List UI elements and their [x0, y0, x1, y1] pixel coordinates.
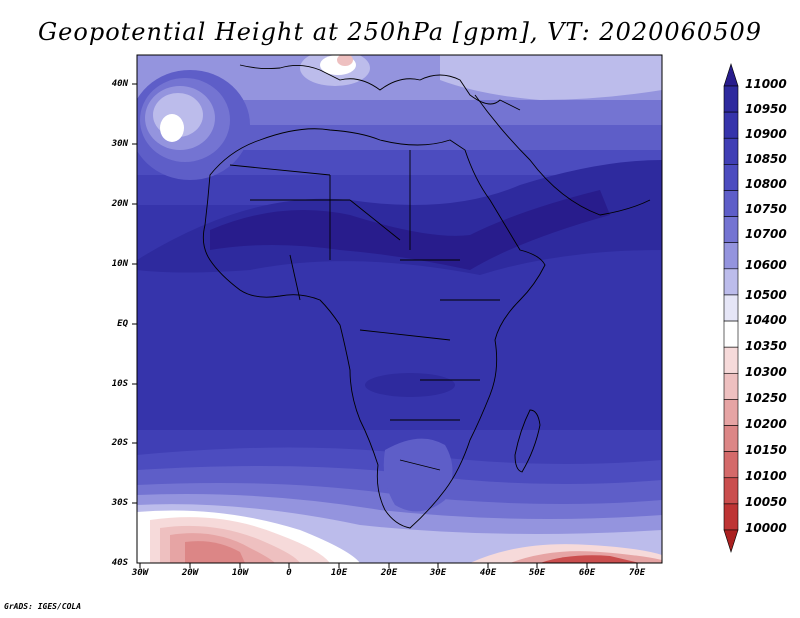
height-field	[137, 55, 662, 563]
lon-label-60e: 60E	[578, 568, 596, 578]
colorbar-label-10800: 10800	[745, 177, 787, 191]
lat-label-30n: 30N	[111, 139, 128, 149]
lat-label-10s: 10S	[111, 379, 128, 389]
colorbar-segment	[723, 164, 739, 191]
lon-label-70e: 70E	[628, 568, 646, 578]
lat-label-20n: 20N	[111, 199, 128, 209]
lon-label-0: 0	[286, 568, 292, 578]
colorbar-label-10500: 10500	[745, 288, 787, 302]
colorbar-segment	[723, 294, 739, 322]
colorbar-label-10900: 10900	[745, 127, 787, 141]
colorbar-segment	[723, 346, 739, 374]
tick-marks	[132, 83, 638, 568]
lon-label-10e: 10E	[330, 568, 348, 578]
colorbar-arrow-bottom	[723, 529, 739, 553]
colorbar-segment	[723, 242, 739, 270]
lon-label-40e: 40E	[479, 568, 497, 578]
map-frame	[136, 54, 663, 564]
colorbar-label-10850: 10850	[745, 152, 787, 166]
colorbar-segment	[723, 85, 739, 113]
colorbar-label-10600: 10600	[745, 258, 787, 272]
lat-label-40n: 40N	[111, 79, 128, 89]
lat-label-10n: 10N	[111, 259, 128, 269]
colorbar-segment	[723, 216, 739, 244]
colorbar-label-10000: 10000	[745, 521, 787, 535]
colorbar	[723, 63, 739, 553]
lat-label-30s: 30S	[111, 498, 128, 508]
colorbar-label-10050: 10050	[745, 495, 787, 509]
colorbar-segment	[723, 477, 739, 505]
colorbar-segment	[723, 399, 739, 426]
colorbar-label-10200: 10200	[745, 417, 787, 431]
colorbar-label-10750: 10750	[745, 202, 787, 216]
colorbar-label-10400: 10400	[745, 313, 787, 327]
lat-label-20s: 20S	[111, 438, 128, 448]
map-title: Geopotential Height at 250hPa [gpm], VT:…	[38, 18, 762, 46]
lon-label-50e: 50E	[528, 568, 546, 578]
colorbar-label-10300: 10300	[745, 365, 787, 379]
colorbar-segment	[723, 451, 739, 479]
colorbar-arrow-top	[723, 63, 739, 87]
colorbar-segment	[723, 190, 739, 217]
coastlines	[202, 64, 651, 529]
colorbar-label-10350: 10350	[745, 339, 787, 353]
lon-label-20e: 20E	[380, 568, 398, 578]
colorbar-label-10100: 10100	[745, 469, 787, 483]
colorbar-segment	[723, 137, 739, 165]
colorbar-label-10150: 10150	[745, 443, 787, 457]
lon-label-30e: 30E	[429, 568, 447, 578]
credit-text: GrADS: IGES/COLA	[4, 602, 82, 611]
colorbar-segment	[723, 425, 739, 452]
colorbar-label-10700: 10700	[745, 227, 787, 241]
lon-label-20w: 20W	[181, 568, 199, 578]
colorbar-segment	[723, 111, 739, 139]
lat-label-eq: EQ	[117, 319, 128, 329]
colorbar-segment	[723, 268, 739, 296]
lon-label-10w: 10W	[231, 568, 249, 578]
colorbar-label-10950: 10950	[745, 102, 787, 116]
lon-label-30w: 30W	[131, 568, 149, 578]
colorbar-segment	[723, 320, 739, 348]
colorbar-segment	[723, 372, 739, 400]
colorbar-segment	[723, 503, 739, 531]
lat-label-40s: 40S	[111, 558, 128, 568]
colorbar-label-10250: 10250	[745, 391, 787, 405]
colorbar-label-11000: 11000	[745, 77, 787, 91]
